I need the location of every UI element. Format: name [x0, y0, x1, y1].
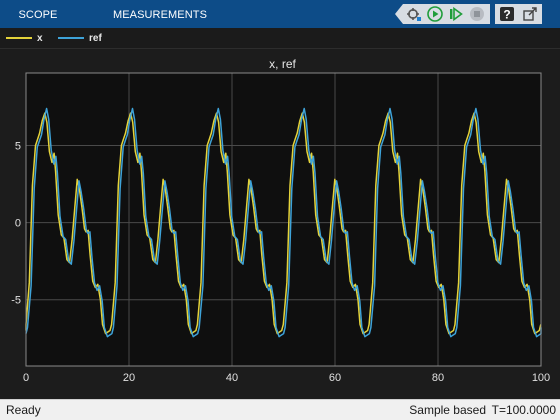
quick-access-toolbar: ? [395, 3, 542, 25]
divider [0, 48, 560, 49]
plot-title: x, ref [269, 57, 296, 71]
toolbar-arrow [395, 4, 403, 24]
run-icon[interactable] [426, 5, 444, 23]
simulation-controls [403, 4, 490, 24]
expand-icon[interactable] [521, 5, 539, 23]
legend-line-ref [58, 37, 84, 39]
sample-mode: Sample based [409, 403, 486, 417]
help-controls: ? [495, 4, 542, 24]
x-tick-label: 20 [123, 372, 135, 384]
legend: x ref [0, 28, 560, 48]
simulation-time: T=100.0000 [491, 403, 556, 417]
scope-plot[interactable]: 0 20 40 60 80 100 5 0 -5 [0, 0, 560, 399]
signal-tap-icon[interactable] [405, 5, 423, 23]
help-icon[interactable]: ? [498, 5, 516, 23]
x-tick-label: 80 [432, 372, 444, 384]
legend-label-ref: ref [89, 32, 102, 44]
toolstrip: SCOPE MEASUREMENTS [0, 0, 560, 28]
axes-frame [25, 72, 542, 367]
status-text: Ready [6, 403, 41, 417]
signal-lines [25, 107, 542, 338]
y-tick-label: 5 [15, 140, 21, 152]
tick-labels: 0 20 40 60 80 100 5 0 -5 [11, 140, 550, 384]
stop-icon[interactable] [468, 5, 486, 23]
legend-item-x[interactable]: x [6, 32, 43, 44]
legend-line-x [6, 37, 32, 39]
legend-label-x: x [37, 32, 43, 44]
x-tick-label: 100 [532, 372, 550, 384]
x-tick-label: 0 [23, 372, 29, 384]
status-bar: Ready Sample based T=100.0000 [0, 399, 560, 420]
x-tick-label: 40 [226, 372, 238, 384]
svg-text:?: ? [503, 8, 510, 22]
y-tick-label: -5 [11, 295, 21, 307]
series-line-ref [25, 107, 542, 338]
step-forward-icon[interactable] [447, 5, 465, 23]
x-tick-label: 60 [329, 372, 341, 384]
tab-scope[interactable]: SCOPE [18, 9, 58, 21]
tab-measurements[interactable]: MEASUREMENTS [112, 9, 208, 21]
series-line-x [25, 112, 542, 335]
legend-item-ref[interactable]: ref [58, 32, 102, 44]
y-tick-label: 0 [15, 218, 21, 230]
